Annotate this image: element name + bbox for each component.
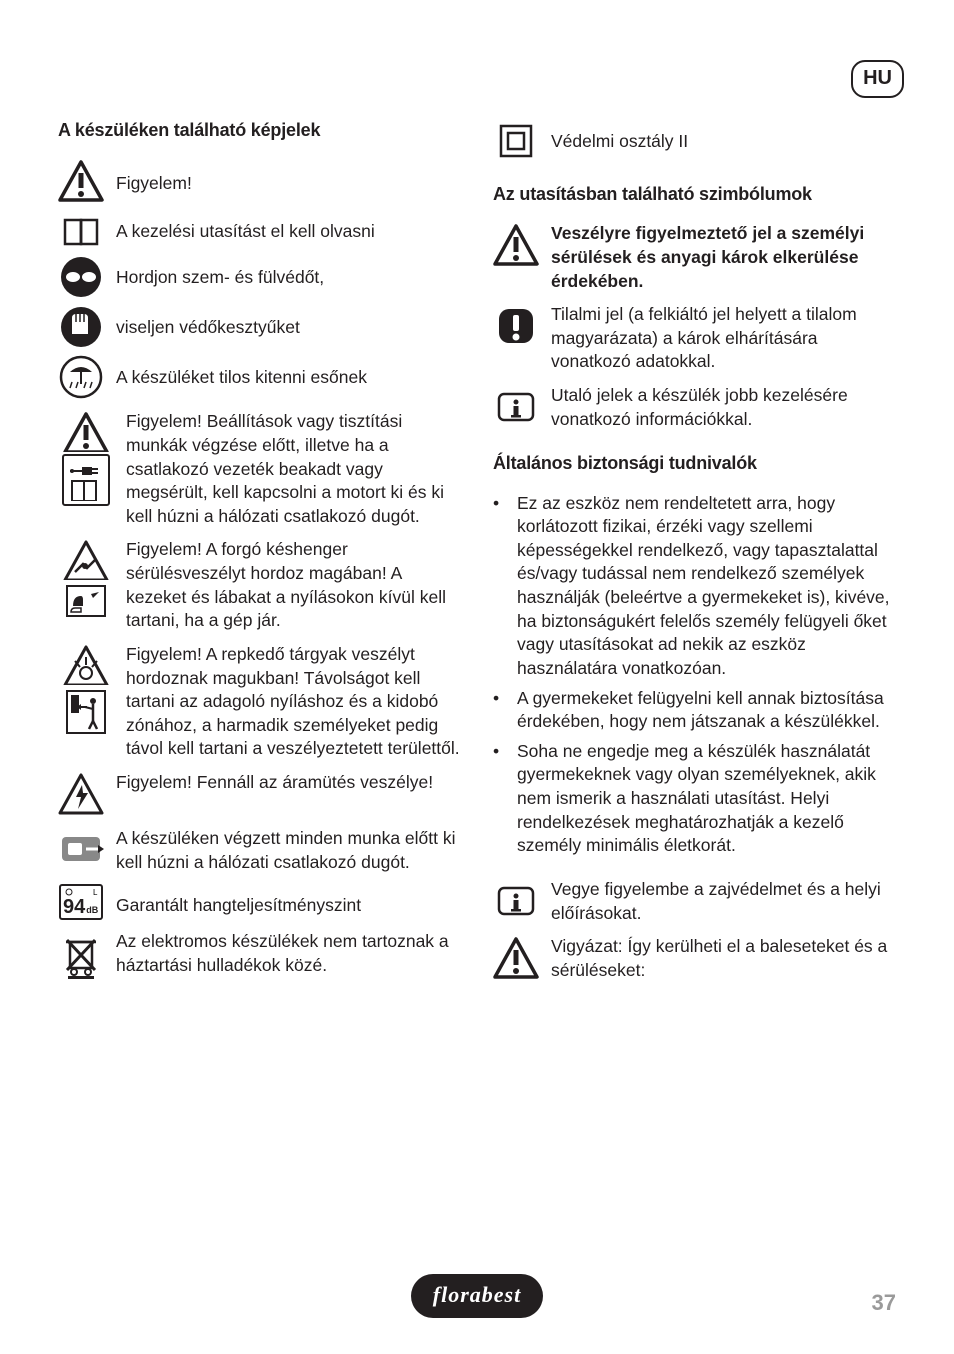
goggles-icon <box>58 254 104 300</box>
footer: florabest <box>0 1274 954 1318</box>
text-hazard-sign: Veszélyre figyelmeztető jel a személyi s… <box>551 222 896 293</box>
right-heading-safety: Általános biztonsági tudnivalók <box>493 451 896 475</box>
sound-level-icon: L 94 dB <box>58 884 104 920</box>
brand-logo: florabest <box>411 1274 543 1318</box>
text-shock: Figyelem! Fennáll az áramütés veszélye! <box>116 771 461 795</box>
text-sound-level: Garantált hangteljesítményszint <box>116 884 461 918</box>
warning-triangle-icon <box>493 935 539 981</box>
bullet-1: Ez az eszköz nem rendeltetett arra, hogy… <box>517 492 896 681</box>
text-prohibition: Tilalmi jel (a felkiáltó jel helyett a t… <box>551 303 896 374</box>
bullet-3: Soha ne engedje meg a készülék használat… <box>517 740 896 858</box>
right-heading-symbols: Az utasításban található szimbólumok <box>493 182 896 206</box>
left-column: A készüléken található képjelek Figyelem… <box>58 118 461 992</box>
safety-bullets: •Ez az eszköz nem rendeltetett arra, hog… <box>493 492 896 858</box>
warn-blade-feet-icon <box>58 538 114 620</box>
no-rain-icon <box>58 354 104 400</box>
class2-icon <box>493 118 539 164</box>
text-noise-regulations: Vegye figyelembe a zajvédelmet és a hely… <box>551 878 896 925</box>
warning-triangle-icon <box>58 158 104 204</box>
gloves-icon <box>58 304 104 350</box>
manual-icon <box>59 214 103 250</box>
svg-text:L: L <box>93 888 98 897</box>
warn-plug-book-icon <box>58 410 114 506</box>
info-box-icon <box>493 878 539 924</box>
text-attention: Figyelem! <box>116 158 461 196</box>
language-badge: HU <box>851 60 904 98</box>
bullet-2: A gyermekeket felügyelni kell annak bizt… <box>517 687 896 734</box>
shock-warning-icon <box>58 771 104 817</box>
text-no-household-waste: Az elektromos készülékek nem tartoznak a… <box>116 930 461 977</box>
right-column: Védelmi osztály II Az utasításban találh… <box>493 118 896 992</box>
unplug-icon <box>58 827 104 867</box>
text-blade-danger: Figyelem! A forgó késhenger sérülésveszé… <box>126 538 461 633</box>
text-unplug: A készüléken végzett minden munka előtt … <box>116 827 461 874</box>
page-number: 37 <box>872 1288 896 1318</box>
text-info-sign: Utaló jelek a készülék jobb kezelésére v… <box>551 384 896 431</box>
text-no-rain: A készüléket tilos kitenni esőnek <box>116 354 461 390</box>
text-flying-objects: Figyelem! A repkedő tárgyak veszélyt hor… <box>126 643 461 761</box>
warning-triangle-icon <box>493 222 539 268</box>
prohibition-icon <box>493 303 539 349</box>
left-heading: A készüléken található képjelek <box>58 118 461 142</box>
text-goggles: Hordjon szem- és fülvédőt, <box>116 254 461 290</box>
text-unplug-before: Figyelem! Beállítások vagy tisztítási mu… <box>126 410 461 528</box>
text-read-manual: A kezelési utasítást el kell olvasni <box>116 214 461 244</box>
text-gloves: viseljen védőkesztyűket <box>116 304 461 340</box>
waste-bin-icon <box>58 930 104 982</box>
text-avoid-accidents: Vigyázat: Így kerülheti el a baleseteket… <box>551 935 896 982</box>
text-class2: Védelmi osztály II <box>551 118 896 154</box>
warn-eject-icon <box>58 643 114 735</box>
info-box-icon <box>493 384 539 430</box>
